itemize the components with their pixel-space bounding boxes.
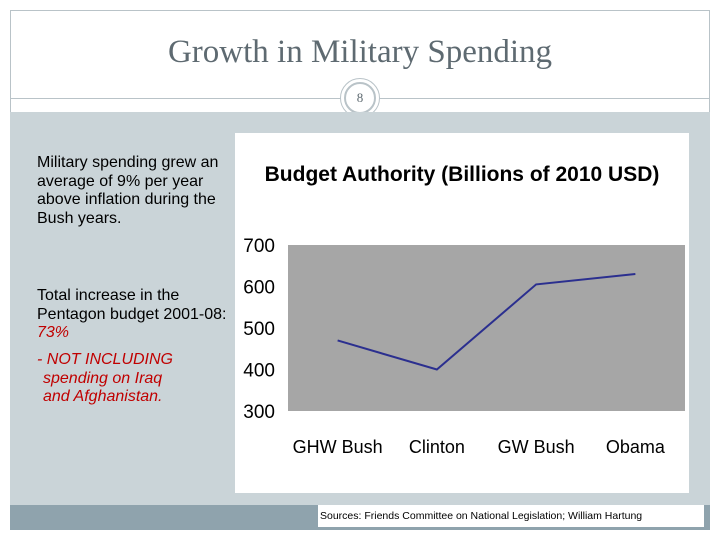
- not-including-line-1: - NOT INCLUDING: [37, 351, 173, 368]
- x-tick-label: GW Bush: [498, 437, 575, 457]
- y-tick-label: 600: [243, 278, 275, 299]
- y-tick-label: 300: [243, 402, 275, 423]
- total-increase-value: 73%: [37, 324, 70, 341]
- slide-title: Growth in Military Spending: [167, 34, 553, 70]
- paragraph-spending-growth: Military spending grew an average of 9% …: [37, 154, 219, 227]
- y-tick-label: 700: [243, 236, 275, 257]
- x-tick-label: GHW Bush: [293, 437, 383, 457]
- y-tick-label: 400: [243, 361, 275, 382]
- total-increase-label: Total increase in the Pentagon budget 20…: [37, 287, 227, 323]
- budget-line-chart: Budget Authority (Billions of 2010 USD) 3…: [243, 163, 685, 457]
- paragraph-not-including: - NOT INCLUDING spending on Iraq and Afg…: [37, 351, 233, 407]
- paragraph-total-increase: Total increase in the Pentagon budget 20…: [37, 287, 233, 343]
- series-line: [337, 273, 636, 371]
- x-tick-label: Obama: [606, 437, 666, 457]
- x-tick-label: Clinton: [409, 437, 465, 457]
- sources-note: Sources: Friends Committee on National L…: [318, 505, 704, 527]
- slide-number: 8: [344, 82, 376, 114]
- chart-panel: Budget Authority (Billions of 2010 USD) 3…: [235, 133, 689, 493]
- chart-title: Budget Authority (Billions of 2010 USD): [265, 163, 660, 186]
- not-including-line-2: spending on Iraq: [43, 369, 163, 387]
- not-including-line-3: and Afghanistan.: [43, 388, 163, 405]
- y-tick-label: 500: [243, 319, 275, 340]
